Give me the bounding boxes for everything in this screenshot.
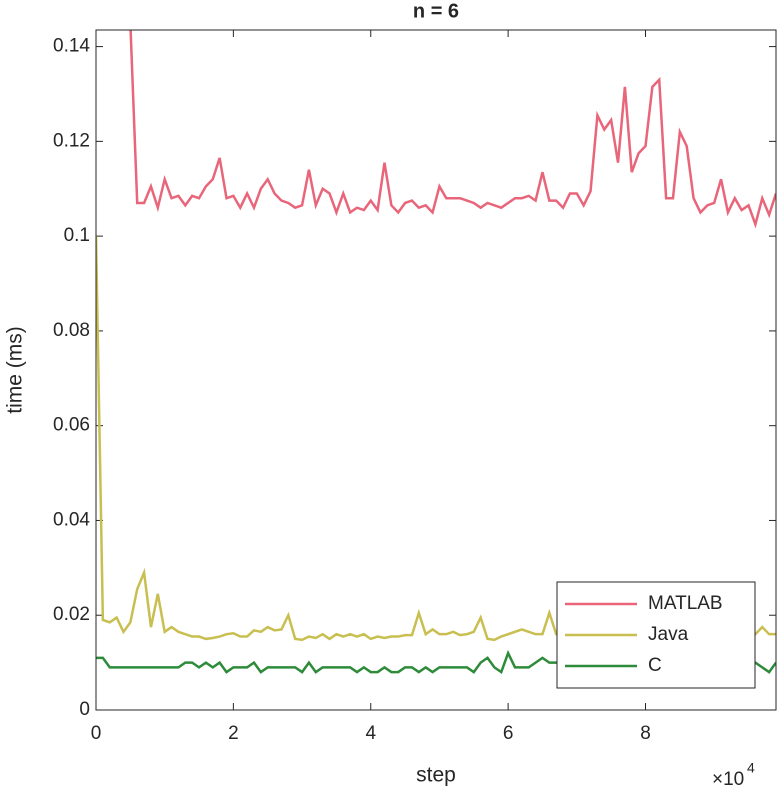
legend-label: MATLAB [648,593,723,614]
y-tick-label: 0 [79,699,90,720]
x-multiplier-exponent: 4 [747,760,755,776]
x-tick-label: 4 [365,723,376,744]
chart-title: n = 6 [413,0,459,22]
x-tick-label: 2 [228,723,239,744]
y-tick-label: 0.12 [53,130,90,151]
y-tick-label: 0.02 [53,604,90,625]
y-tick-label: 0.04 [53,509,90,530]
y-tick-label: 0.1 [64,225,90,246]
y-tick-label: 0.14 [53,36,90,57]
y-axis-label: time (ms) [4,326,27,414]
x-tick-label: 0 [91,723,102,744]
legend-label: Java [648,624,689,645]
x-multiplier: ×10 [712,769,744,790]
x-tick-label: 6 [503,723,514,744]
y-tick-label: 0.08 [53,320,90,341]
series-line [129,30,776,229]
x-axis-label: step [416,764,456,787]
x-tick-label: 8 [640,723,651,744]
legend-label: C [648,655,662,676]
axes-box [95,29,777,711]
y-tick-label: 0.06 [53,415,90,436]
